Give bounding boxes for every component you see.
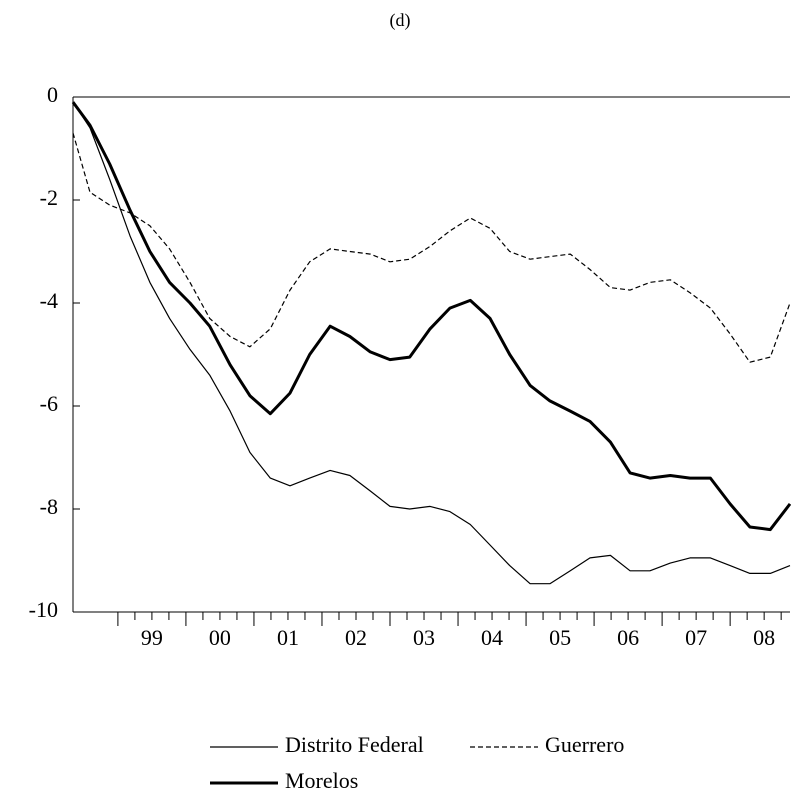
x-tick-label: 07 — [685, 625, 707, 650]
y-tick-label: -10 — [29, 597, 58, 622]
chart-title: (d) — [390, 10, 411, 31]
x-tick-label: 01 — [277, 625, 299, 650]
y-tick-label: -6 — [40, 391, 58, 416]
legend-label: Morelos — [285, 768, 358, 793]
y-tick-label: -2 — [40, 185, 58, 210]
series-line — [72, 101, 791, 585]
legend-label: Guerrero — [545, 732, 624, 757]
legend-label: Distrito Federal — [285, 732, 424, 757]
x-tick-label: 03 — [413, 625, 435, 650]
x-tick-label: 04 — [481, 625, 503, 650]
series-line — [71, 101, 791, 532]
y-tick-label: -4 — [40, 288, 58, 313]
y-tick-label: -8 — [40, 494, 58, 519]
series-line — [72, 132, 791, 363]
x-tick-label: 05 — [549, 625, 571, 650]
x-tick-label: 08 — [753, 625, 775, 650]
y-tick-label: 0 — [47, 82, 58, 107]
x-tick-label: 02 — [345, 625, 367, 650]
x-tick-label: 00 — [209, 625, 231, 650]
x-tick-label: 99 — [141, 625, 163, 650]
x-tick-label: 06 — [617, 625, 639, 650]
